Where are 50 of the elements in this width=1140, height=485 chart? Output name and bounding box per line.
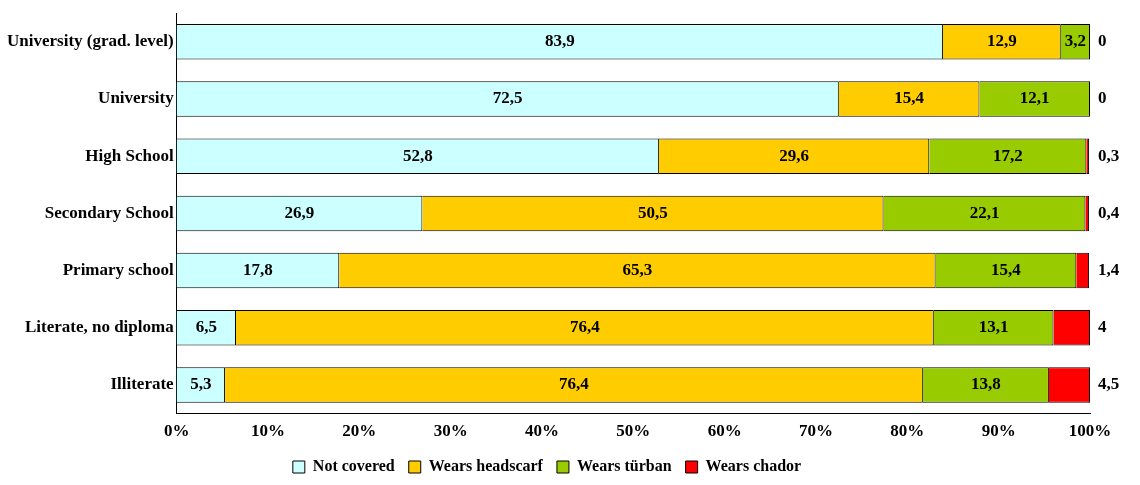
data-label: 22,1 [969, 202, 1000, 222]
x-tick-label: 10% [250, 421, 285, 441]
y-tick-label: University (grad. level) [7, 31, 174, 51]
data-label: 0,4 [1098, 202, 1120, 222]
y-tick-label: Secondary School [44, 202, 174, 222]
data-label: 65,3 [622, 259, 653, 279]
x-tick-label: 50% [616, 421, 651, 441]
data-label: 72,5 [492, 88, 523, 108]
x-tick-label: 40% [524, 421, 559, 441]
legend-label: Wears chador [705, 457, 802, 475]
data-label: 3,2 [1064, 31, 1087, 51]
data-label: 29,6 [779, 145, 809, 165]
data-label: 12,1 [1019, 88, 1050, 108]
data-label: 12,9 [986, 31, 1017, 51]
x-tick-label: 70% [799, 421, 833, 441]
y-tick-label: High School [85, 145, 174, 165]
y-tick-label: Primary school [62, 259, 174, 279]
data-label: 13,1 [978, 317, 1009, 337]
data-label: 0,3 [1098, 145, 1120, 165]
data-label: 17,2 [992, 145, 1023, 165]
legend-label: Wears headscarf [428, 457, 544, 475]
data-label: 52,8 [402, 145, 433, 165]
y-tick-label: Literate, no diploma [24, 317, 175, 337]
x-tick-label: 100% [1068, 421, 1112, 441]
legend-label: Not covered [312, 457, 395, 475]
data-label: 76,4 [559, 374, 590, 394]
data-label: 17,8 [243, 259, 273, 279]
data-label: 1,4 [1098, 259, 1120, 279]
data-label: 0 [1098, 31, 1107, 51]
data-label: 50,5 [638, 202, 668, 222]
data-label: 76,4 [570, 317, 601, 337]
x-tick-label: 60% [707, 421, 742, 441]
data-label: 15,4 [991, 259, 1022, 279]
data-label: 26,9 [284, 202, 315, 222]
y-tick-label: University [98, 88, 175, 108]
data-label: 6,5 [195, 317, 217, 337]
data-label: 15,4 [894, 88, 925, 108]
data-label: 5,3 [190, 374, 212, 394]
x-tick-label: 90% [981, 421, 1016, 441]
data-label: 13,8 [971, 374, 1001, 394]
data-label: 4 [1098, 317, 1107, 337]
data-label: 83,9 [544, 31, 575, 51]
x-tick-label: 30% [433, 421, 468, 441]
x-tick-label: 20% [342, 421, 377, 441]
data-label: 4,5 [1098, 374, 1120, 394]
data-label: 0 [1098, 88, 1107, 108]
x-tick-label: 0% [163, 421, 190, 441]
y-tick-label: Illiterate [110, 374, 175, 394]
legend-label: Wears türban [576, 457, 672, 475]
x-tick-label: 80% [890, 421, 925, 441]
